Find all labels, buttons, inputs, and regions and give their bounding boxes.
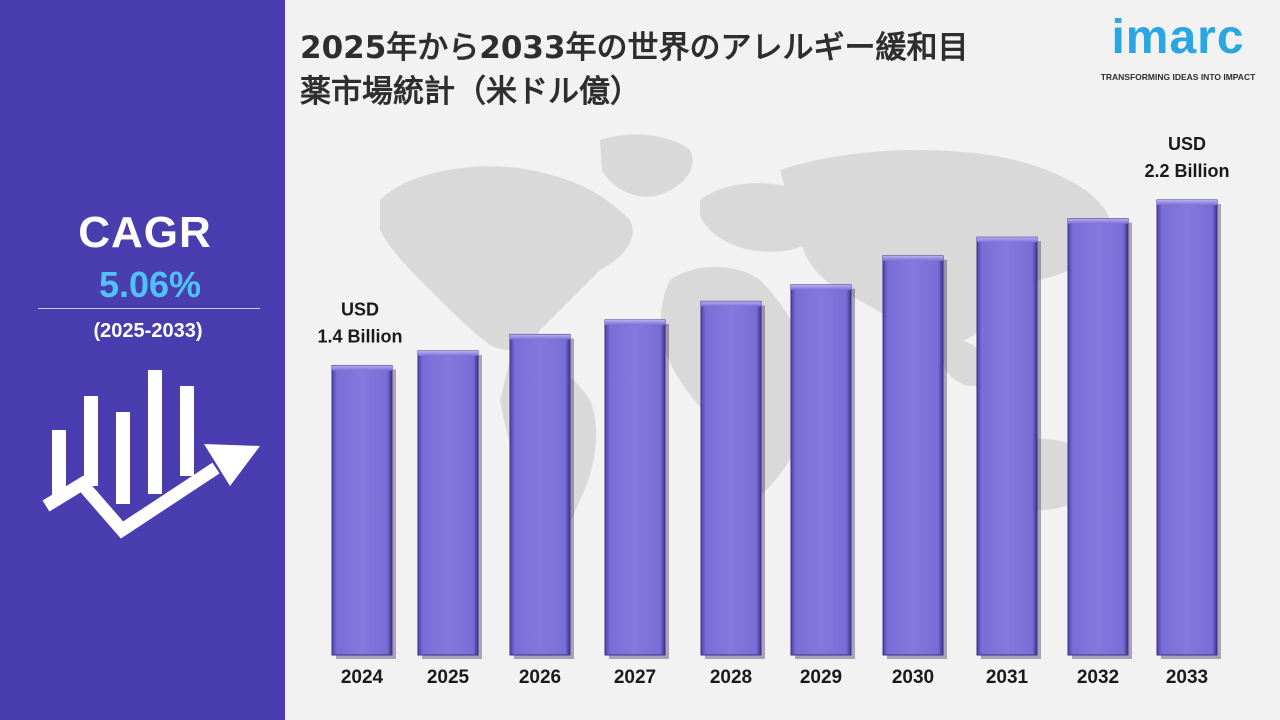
bar-2032 — [1067, 218, 1132, 659]
logo-tagline: TRANSFORMING IDEAS INTO IMPACT — [1100, 72, 1256, 82]
data-label-2033-line-2: 2.2 Billion — [1144, 161, 1229, 181]
bar-2033 — [1156, 199, 1221, 659]
x-tick-label-2024: 2024 — [341, 667, 384, 688]
x-tick-label-2030: 2030 — [892, 667, 934, 688]
cagr-divider — [38, 308, 260, 309]
bar-2028 — [700, 300, 765, 659]
x-tick-label-2031: 2031 — [986, 667, 1029, 688]
cagr-value: 5.06% — [98, 264, 202, 305]
data-labels: USD 1.4 Billion USD 2.2 Billion — [317, 134, 1229, 346]
x-tick-label-2028: 2028 — [710, 667, 752, 688]
data-label-2033-line-1: USD — [1168, 134, 1206, 154]
bar-2024 — [331, 364, 396, 659]
x-tick-label-2033: 2033 — [1166, 667, 1208, 688]
bar-2025 — [417, 350, 482, 659]
chart-title-line-1: 2025年から2033年の世界のアレルギー緩和目 — [300, 30, 969, 66]
chart-title: 2025年から2033年の世界のアレルギー緩和目 薬市場統計（米ドル億） — [300, 26, 1070, 114]
bars-group — [331, 199, 1221, 659]
data-label-2024-line-2: 1.4 Billion — [317, 326, 402, 346]
cagr-label: CAGR — [78, 208, 212, 257]
cagr-sidebar: CAGR 5.06% (2025-2033) — [0, 0, 285, 720]
bar-2031 — [976, 236, 1041, 659]
x-tick-label-2027: 2027 — [614, 667, 656, 688]
bar-2026 — [509, 333, 574, 659]
data-label-2024-line-1: USD — [341, 299, 379, 319]
imarc-logo: imarc TRANSFORMING IDEAS INTO IMPACT — [1092, 10, 1264, 90]
cagr-period: (2025-2033) — [93, 320, 203, 342]
bar-growth-arrow-icon — [42, 370, 260, 539]
bar-2027 — [604, 319, 669, 659]
logo-wordmark: imarc — [1111, 11, 1245, 64]
x-tick-label-2025: 2025 — [427, 667, 470, 688]
x-tick-label-2029: 2029 — [800, 667, 842, 688]
chart-title-line-2: 薬市場統計（米ドル億） — [300, 74, 641, 110]
x-axis-tick-labels: 2024 2025 2026 2027 2028 2029 2030 2031 2032 2033 — [341, 667, 1208, 688]
bar-2030 — [882, 255, 947, 659]
x-tick-label-2032: 2032 — [1077, 667, 1119, 688]
bar-2029 — [790, 284, 855, 659]
x-tick-label-2026: 2026 — [519, 667, 561, 688]
